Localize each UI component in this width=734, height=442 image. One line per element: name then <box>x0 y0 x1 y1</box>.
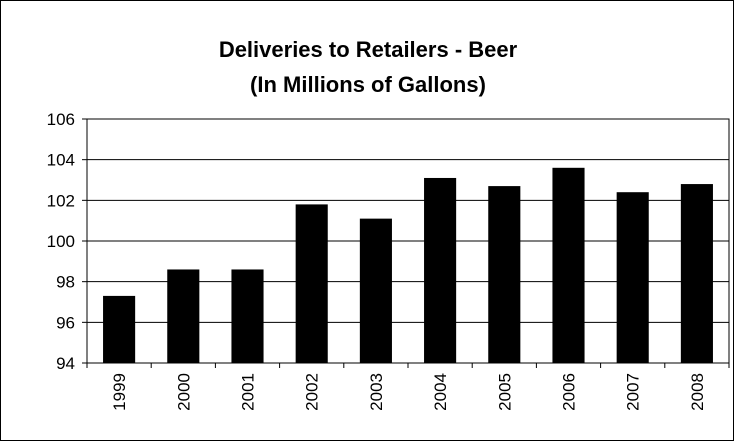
y-tick-label: 98 <box>56 273 75 292</box>
y-tick-label: 104 <box>47 151 75 170</box>
bar <box>680 184 713 363</box>
bar <box>167 269 200 363</box>
bar <box>616 192 649 363</box>
y-tick-label: 106 <box>47 110 75 129</box>
bar <box>295 204 328 363</box>
bar <box>424 177 457 363</box>
bar <box>231 269 264 363</box>
x-tick-label: 2006 <box>560 373 579 411</box>
chart-subtitle: (In Millions of Gallons) <box>250 72 486 97</box>
bar <box>103 295 136 363</box>
y-tick-label: 102 <box>47 191 75 210</box>
bar <box>552 167 585 363</box>
x-tick-label: 2001 <box>239 373 258 411</box>
bar <box>359 218 392 363</box>
x-tick-label: 2004 <box>431 373 450 411</box>
x-tick-label: 1999 <box>110 373 129 411</box>
chart-title: Deliveries to Retailers - Beer <box>218 37 518 62</box>
y-tick-label: 96 <box>56 313 75 332</box>
y-tick-label: 100 <box>47 232 75 251</box>
x-tick-label: 2000 <box>174 373 193 411</box>
x-tick-label: 2005 <box>495 373 514 411</box>
x-tick-label: 2003 <box>367 373 386 411</box>
x-tick-label: 2008 <box>688 373 707 411</box>
x-tick-label: 2002 <box>303 373 322 411</box>
bar <box>488 186 521 363</box>
x-tick-label: 2007 <box>624 373 643 411</box>
y-tick-label: 94 <box>56 354 75 373</box>
